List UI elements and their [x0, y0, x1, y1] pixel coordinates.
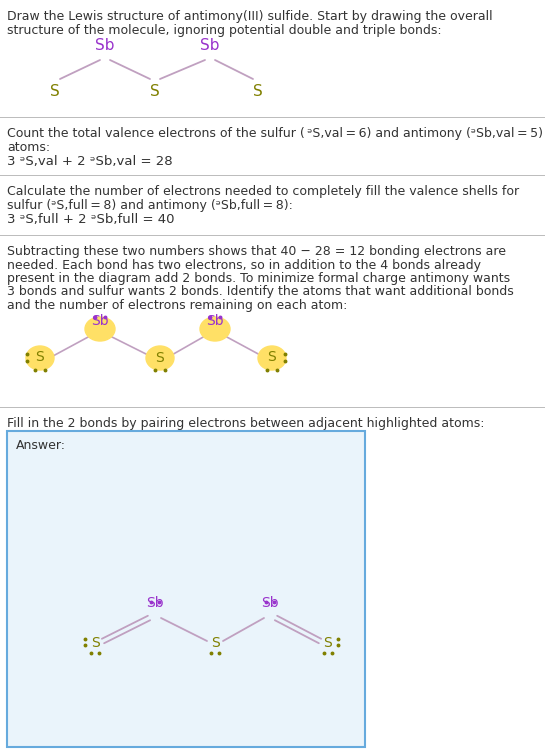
Text: present in the diagram add 2 bonds. To minimize formal charge antimony wants: present in the diagram add 2 bonds. To m…	[7, 272, 510, 285]
Text: Calculate the number of electrons needed to completely fill the valence shells f: Calculate the number of electrons needed…	[7, 185, 519, 198]
Text: Subtracting these two numbers shows that 40 − 28 = 12 bonding electrons are: Subtracting these two numbers shows that…	[7, 245, 506, 258]
Text: S: S	[210, 636, 220, 650]
Text: S: S	[90, 636, 99, 650]
Text: Fill in the 2 bonds by pairing electrons between adjacent highlighted atoms:: Fill in the 2 bonds by pairing electrons…	[7, 417, 485, 430]
Ellipse shape	[200, 317, 230, 341]
Text: sulfur (ᵊS,full = 8) and antimony (ᵊSb,full = 8):: sulfur (ᵊS,full = 8) and antimony (ᵊSb,f…	[7, 199, 293, 212]
Ellipse shape	[258, 346, 286, 370]
Text: S: S	[324, 636, 332, 650]
Text: 3 ᵊS,val + 2 ᵊSb,val = 28: 3 ᵊS,val + 2 ᵊSb,val = 28	[7, 155, 173, 168]
Text: S: S	[268, 350, 276, 364]
Ellipse shape	[26, 346, 54, 370]
Text: 3 ᵊS,full + 2 ᵊSb,full = 40: 3 ᵊS,full + 2 ᵊSb,full = 40	[7, 213, 174, 226]
Text: S: S	[35, 350, 44, 364]
Text: Sb: Sb	[95, 38, 115, 53]
Text: S: S	[150, 84, 160, 99]
Text: Sb: Sb	[261, 596, 279, 610]
Text: Sb: Sb	[91, 314, 109, 328]
Text: and the number of electrons remaining on each atom:: and the number of electrons remaining on…	[7, 299, 347, 312]
Text: Sb: Sb	[206, 314, 224, 328]
Text: atoms:: atoms:	[7, 141, 50, 154]
Text: needed. Each bond has two electrons, so in addition to the 4 bonds already: needed. Each bond has two electrons, so …	[7, 258, 481, 272]
Ellipse shape	[146, 346, 174, 370]
Text: 3 bonds and sulfur wants 2 bonds. Identify the atoms that want additional bonds: 3 bonds and sulfur wants 2 bonds. Identi…	[7, 285, 514, 298]
Text: Count the total valence electrons of the sulfur ( ᵊS,val = 6) and antimony (ᵊSb,: Count the total valence electrons of the…	[7, 127, 543, 140]
Text: S: S	[50, 84, 60, 99]
Ellipse shape	[85, 317, 115, 341]
Text: S: S	[253, 84, 263, 99]
FancyBboxPatch shape	[7, 431, 365, 747]
Text: Sb: Sb	[146, 596, 164, 610]
Text: Answer:: Answer:	[16, 439, 66, 452]
Text: Sb: Sb	[200, 38, 220, 53]
Text: S: S	[156, 351, 165, 365]
Text: structure of the molecule, ignoring potential double and triple bonds:: structure of the molecule, ignoring pote…	[7, 24, 441, 37]
Text: Draw the Lewis structure of antimony(III) sulfide. Start by drawing the overall: Draw the Lewis structure of antimony(III…	[7, 10, 493, 23]
